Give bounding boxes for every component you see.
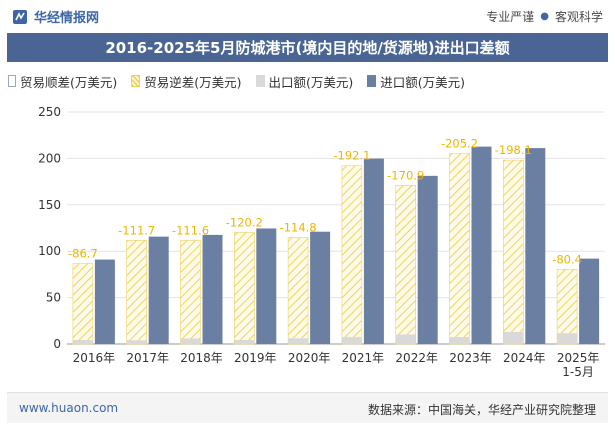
export-bar xyxy=(234,340,255,344)
deficit-data-label: -205.2 xyxy=(441,137,478,151)
import-bar xyxy=(525,148,546,344)
x-tick-line: 2022年 xyxy=(395,351,438,365)
x-tick-line: 2021年 xyxy=(342,351,385,365)
deficit-bar xyxy=(556,269,578,345)
chart-plot: 0 50 100 150 200 250 -86.7 2016年 -111.7 2017年 -111… xyxy=(38,105,605,379)
legend-swatch-import xyxy=(367,75,377,87)
deficit-data-label: -111.7 xyxy=(118,223,155,237)
tagline-left: 专业严谨 xyxy=(486,10,535,24)
legend-label-import: 进口额(万美元) xyxy=(380,74,466,90)
import-bar xyxy=(94,259,115,344)
x-tick-label: 2025年 1-5月 xyxy=(557,351,600,379)
x-tick-line: 1-5月 xyxy=(562,365,594,379)
deficit-data-label: -170.9 xyxy=(387,168,424,182)
deficit-data-label: -120.2 xyxy=(226,215,263,229)
deficit-bar xyxy=(126,240,147,345)
import-bar xyxy=(256,228,277,344)
top-bar: 华经情报网 专业严谨 ● 客观科学 xyxy=(0,0,615,32)
x-tick-line: 2020年 xyxy=(288,351,331,365)
import-bar xyxy=(417,175,438,344)
x-tick-label: 2024年 xyxy=(503,351,546,365)
legend-swatch-deficit xyxy=(131,75,141,87)
export-bar xyxy=(503,331,524,344)
y-tick-label: 200 xyxy=(38,151,61,165)
x-tick-label: 2020年 xyxy=(288,351,331,365)
export-bar xyxy=(288,338,309,344)
chart-title: 2016-2025年5月防城港市(境内目的地/货源地)进出口差额 xyxy=(7,33,608,62)
x-tick-line: 2024年 xyxy=(503,351,546,365)
y-tick-label: 50 xyxy=(46,291,61,305)
deficit-data-label: -198.1 xyxy=(495,143,532,157)
tagline: 专业严谨 ● 客观科学 xyxy=(486,8,603,25)
deficit-bar xyxy=(180,240,201,345)
y-tick-label: 0 xyxy=(53,337,61,351)
legend-label-surplus: 贸易顺差(万美元) xyxy=(20,74,118,90)
legend-label-deficit: 贸易逆差(万美元) xyxy=(144,74,242,90)
deficit-bar xyxy=(234,232,255,345)
brand-logo-icon xyxy=(13,9,27,24)
x-tick-line: 2016年 xyxy=(73,351,116,365)
deficit-data-label: -114.8 xyxy=(280,220,317,234)
export-bar xyxy=(449,337,470,344)
x-tick-label: 2019年 xyxy=(234,351,277,365)
import-bar xyxy=(579,258,600,344)
legend-item-export: 出口额(万美元) xyxy=(255,72,354,91)
x-tick-label: 2016年 xyxy=(73,351,116,365)
data-source: 数据来源：中国海关，华经产业研究院整理 xyxy=(367,403,596,417)
footer: www.huaon.com 数据来源：中国海关，华经产业研究院整理 xyxy=(7,392,608,423)
y-tick-label: 100 xyxy=(38,244,61,258)
import-bar xyxy=(471,146,492,344)
deficit-bar xyxy=(287,237,309,345)
import-bar xyxy=(363,158,384,344)
export-bar xyxy=(341,336,362,344)
x-tick-label: 2017年 xyxy=(126,351,169,365)
deficit-bar xyxy=(449,153,470,345)
chart-legend: 贸易顺差(万美元) 贸易逆差(万美元) 出口额(万美元) 进口额(万美元) xyxy=(8,70,465,92)
x-tick-line: 2019年 xyxy=(234,351,277,365)
website-link[interactable]: www.huaon.com xyxy=(19,401,119,415)
deficit-data-label: -192.1 xyxy=(333,149,370,163)
deficit-bar xyxy=(395,185,417,345)
deficit-data-label: -80.4 xyxy=(552,252,582,266)
export-bar xyxy=(72,340,93,344)
deficit-bar xyxy=(72,263,94,345)
deficit-bar xyxy=(502,159,524,345)
tagline-right: 客观科学 xyxy=(554,10,603,24)
x-tick-label: 2022年 xyxy=(395,351,438,365)
legend-item-surplus: 贸易顺差(万美元) xyxy=(8,72,117,91)
bullet-icon: ● xyxy=(540,11,549,22)
brand[interactable]: 华经情报网 xyxy=(12,7,99,26)
legend-label-export: 出口额(万美元) xyxy=(268,74,354,90)
legend-item-import: 进口额(万美元) xyxy=(367,72,465,91)
import-bar xyxy=(148,236,169,344)
y-tick-label: 150 xyxy=(38,198,61,212)
deficit-bar xyxy=(341,165,363,345)
export-bar xyxy=(126,340,147,344)
y-tick-label: 250 xyxy=(38,105,61,119)
deficit-data-label: -111.6 xyxy=(172,223,209,237)
legend-swatch-surplus xyxy=(8,75,16,87)
import-bar xyxy=(202,234,223,344)
export-bar xyxy=(180,338,201,344)
import-bar xyxy=(310,231,331,344)
deficit-data-label: -86.7 xyxy=(68,247,98,261)
x-tick-label: 2018年 xyxy=(180,351,223,365)
x-tick-line: 2018年 xyxy=(180,351,223,365)
export-bar xyxy=(395,334,416,344)
legend-item-deficit: 贸易逆差(万美元) xyxy=(131,72,242,91)
legend-swatch-export xyxy=(255,75,265,87)
x-tick-label: 2021年 xyxy=(342,351,385,365)
x-tick-line: 2023年 xyxy=(449,351,492,365)
export-bar xyxy=(557,333,578,344)
x-tick-line: 2017年 xyxy=(126,351,169,365)
brand-name: 华经情报网 xyxy=(34,11,100,26)
x-tick-line: 2025年 xyxy=(557,351,600,365)
x-tick-label: 2023年 xyxy=(449,351,492,365)
